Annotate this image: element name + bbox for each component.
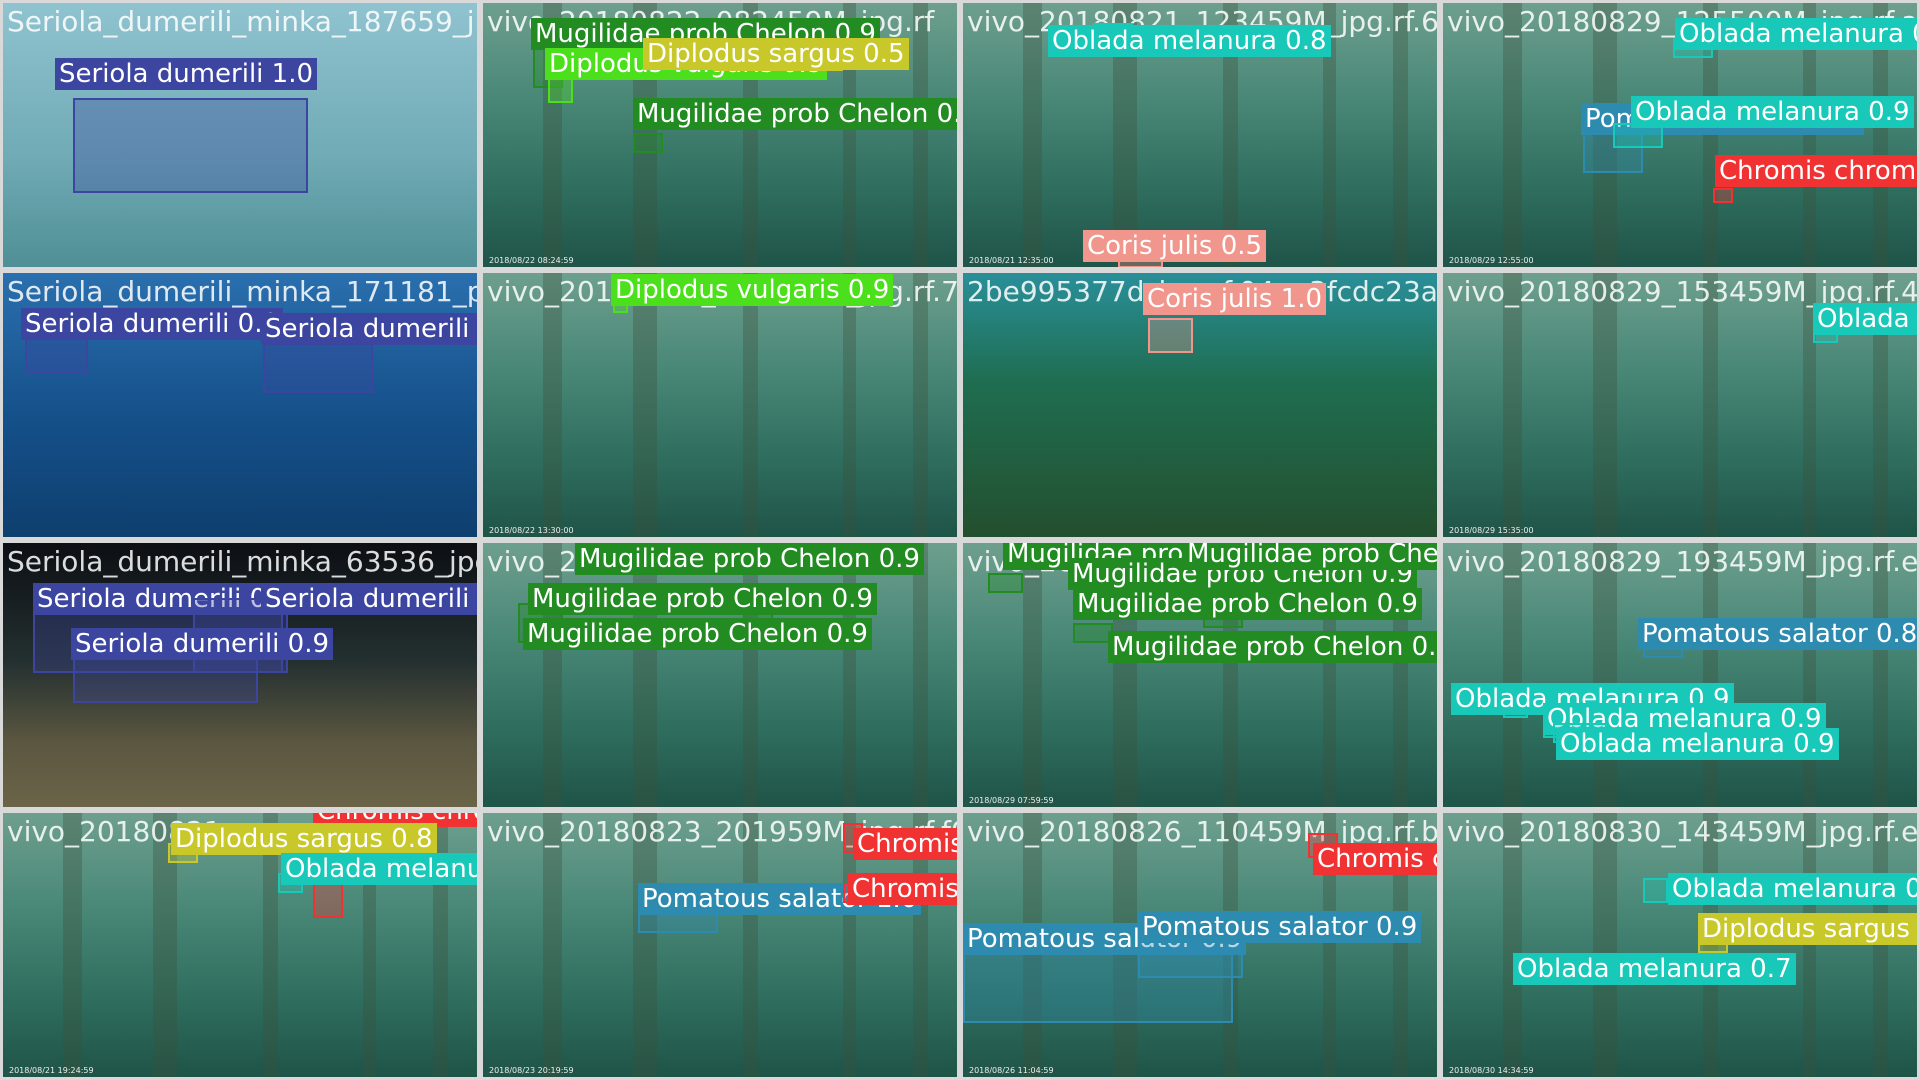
detection-label: Diplodus vulgaris 0.9: [611, 274, 893, 306]
detection-tile: vivo_20180829_153459M_jpg.rf.40 2018/08/2…: [1440, 270, 1920, 540]
image-filename: vivo_20180829_193459M_jpg.rf.e4: [1447, 545, 1920, 578]
detection-label: Coris julis 1.0: [1143, 283, 1326, 315]
detection-label: Oblada melanura 0.9: [1631, 96, 1914, 128]
detection-label: Oblada melanura 0.8: [1048, 25, 1331, 57]
detection-label: Seriola dumerili 0.9: [71, 628, 333, 660]
image-filename: Seriola_dumerili_minka_187659_jpg: [7, 5, 480, 38]
detection-tile: vivo_20180829_125500M_jpg.rf.a32018/08/2…: [1440, 0, 1920, 270]
detection-label: Oblada melanura 0.7: [1513, 953, 1796, 985]
wreck-structure: [1023, 3, 1042, 267]
detection-label: Chromis chromis 0.5: [848, 873, 960, 905]
detection-label: Mugilidae prob Chelon 0.9: [523, 618, 872, 650]
camera-timestamp: 2018/08/21 19:24:59: [9, 1066, 94, 1075]
wreck-structure: [543, 273, 562, 537]
detection-box: [1713, 188, 1733, 203]
wreck-structure: [913, 3, 928, 267]
detection-label: Mugilidae prob Chelon 0.9: [1183, 540, 1440, 570]
detection-tile: Seriola_dumerili_minka_171181_png Seriola…: [0, 270, 480, 540]
wreck-structure: [913, 543, 928, 807]
detection-box: [633, 133, 663, 153]
camera-timestamp: 2018/08/30 14:34:59: [1449, 1066, 1534, 1075]
camera-timestamp: 2018/08/21 12:35:00: [969, 256, 1054, 265]
detection-box: [988, 573, 1023, 593]
wreck-structure: [1503, 543, 1522, 807]
wreck-structure: [743, 273, 758, 537]
detection-label: Mugilidae prob Chelon 0.4: [1108, 631, 1440, 663]
wreck-structure: [1503, 273, 1522, 537]
wreck-structure: [1023, 543, 1042, 807]
camera-timestamp: 2018/08/29 15:35:00: [1449, 526, 1534, 535]
detection-box: [73, 98, 308, 193]
detection-tile: vivo_20180 Mugilidae prob Chelon 0.9 Mugil…: [480, 540, 960, 810]
detection-label: Seriola dumerili 0.9: [21, 308, 283, 340]
detection-label: Oblada melanura 0.9: [1675, 18, 1920, 50]
detection-label: Mugilidae prob Chelon 0.9: [575, 543, 924, 575]
detection-label: Seriola dumerili 0.9: [261, 583, 480, 615]
wreck-structure: [543, 813, 562, 1077]
wreck-structure: [1593, 813, 1617, 1077]
image-filename: vivo_20180830_143459M_jpg.rf.eb: [1447, 815, 1920, 848]
detection-label: Mugilidae prob Chelon 0.9: [633, 98, 960, 130]
wreck-structure: [743, 813, 758, 1077]
detection-label: Pomatous salator 0.8: [1638, 618, 1920, 650]
detection-label: Oblada melanura 0.9: [1668, 873, 1920, 905]
camera-timestamp: 2018/08/29 12:55:00: [1449, 256, 1534, 265]
detection-tile: Seriola_dumerili_minka_63536_jpeg Seriola…: [0, 540, 480, 810]
wreck-structure: [1393, 3, 1408, 267]
detection-label: Seriola dumerili 1.0: [261, 313, 480, 345]
wreck-structure: [1593, 543, 1617, 807]
detection-box: [1148, 318, 1193, 353]
wreck-structure: [1593, 273, 1617, 537]
wreck-structure: [843, 273, 856, 537]
detection-tile: vivo_20180826_110459M_jpg.rf.bd 2018/08/2…: [960, 810, 1440, 1080]
camera-timestamp: 2018/08/23 20:19:59: [489, 1066, 574, 1075]
detection-box: [1073, 623, 1113, 643]
wreck-structure: [63, 813, 82, 1077]
detection-label: Oblada melanura 0.9: [1813, 303, 1920, 335]
wreck-structure: [1873, 543, 1888, 807]
detection-tile: vivo_20180822_153000M_jpg.rf.7e2018/08/2…: [480, 270, 960, 540]
detection-tile: 2be995377d_jpg.rf.04ea3fcdc23a107Coris j…: [960, 270, 1440, 540]
detection-label: Seriola dumerili 1.0: [55, 58, 317, 90]
detection-label: Coris julis 0.5: [1083, 230, 1266, 262]
detection-tile: vivo_20180821 2018/08/21 19:24:59 Chromis …: [0, 810, 480, 1080]
wreck-structure: [633, 273, 657, 537]
wreck-structure: [1503, 813, 1522, 1077]
wreck-structure: [913, 273, 928, 537]
detection-tile: vivo_20180823_201959M_jpg.rf.f0 2018/08/2…: [480, 810, 960, 1080]
detection-label: Chromis chromis 0.8: [1715, 155, 1920, 187]
detection-tile: vivo_20180822_082459M_jpg.rf2018/08/22 0…: [480, 0, 960, 270]
detection-label: Pomatous salator 0.9: [1138, 911, 1421, 943]
wreck-structure: [1803, 543, 1816, 807]
detection-tile: Seriola_dumerili_minka_187659_jpg Seriola…: [0, 0, 480, 270]
detection-box: [1643, 878, 1668, 903]
camera-timestamp: 2018/08/22 13:30:00: [489, 526, 574, 535]
detection-label: Diplodus sargus 0.8: [171, 823, 437, 855]
camera-timestamp: 2018/08/29 07:59:59: [969, 796, 1054, 805]
wreck-structure: [633, 813, 657, 1077]
camera-timestamp: 2018/08/22 08:24:59: [489, 256, 574, 265]
wreck-structure: [1503, 3, 1522, 267]
detection-tile: vivo_20180830_143459M_jpg.rf.eb 2018/08/3…: [1440, 810, 1920, 1080]
camera-timestamp: 2018/08/26 11:04:59: [969, 1066, 1054, 1075]
detection-tile: vivo_20180821_123459M_jpg.rf.62d 2018/08/…: [960, 0, 1440, 270]
wreck-structure: [1873, 813, 1888, 1077]
detection-label: Diplodus sargus 0.5: [643, 38, 909, 70]
image-filename: Seriola_dumerili_minka_171181_png: [7, 275, 480, 308]
wreck-structure: [1703, 543, 1718, 807]
detection-label: Chromis chromis 0.3: [853, 828, 960, 860]
detection-label: Mugilidae prob Chelon 0.9: [1073, 588, 1422, 620]
detection-label: Mugilidae prob Chelon 0.9: [528, 583, 877, 615]
detection-label: Chromis chromis 0.9: [1313, 843, 1440, 875]
wreck-structure: [1803, 813, 1816, 1077]
image-filename: Seriola_dumerili_minka_63536_jpeg: [7, 545, 480, 578]
detection-tile: vivo_20180829_193459M_jpg.rf.e4 Pomatous …: [1440, 540, 1920, 810]
detection-label: Diplodus sargus 0.9: [1698, 913, 1920, 945]
detection-label: Oblada melanura 0.9: [1556, 728, 1839, 760]
wreck-structure: [1703, 273, 1718, 537]
detection-label: Oblada melanura 0.8: [281, 853, 480, 885]
